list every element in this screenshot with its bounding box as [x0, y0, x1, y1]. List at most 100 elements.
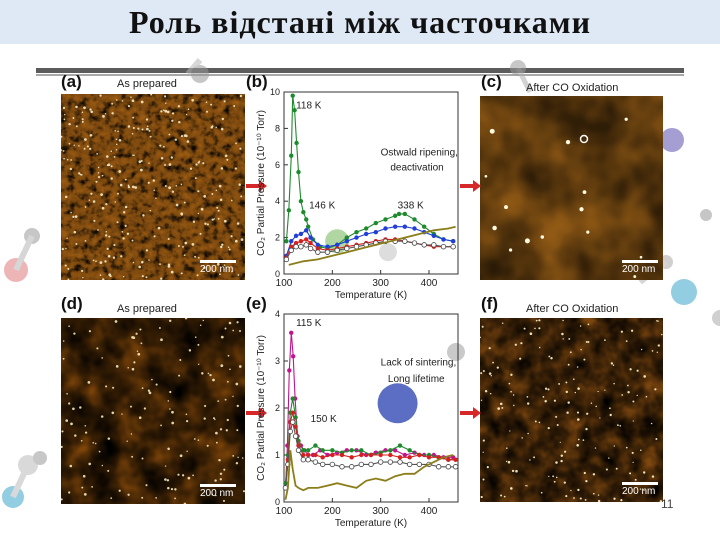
afm-particle [114, 320, 118, 323]
afm-particle [221, 117, 224, 121]
afm-particle [594, 447, 597, 449]
series-red-point [368, 452, 374, 458]
afm-particle [609, 407, 611, 410]
afm-particle [224, 327, 227, 330]
series-green-point [289, 153, 294, 158]
afm-particle [569, 351, 572, 354]
afm-particle [527, 432, 529, 435]
slide-title: Роль відстані між часточками [128, 4, 592, 40]
afm-particle [70, 422, 73, 426]
y-tick-label: 0 [275, 269, 280, 279]
afm-particle [61, 135, 63, 138]
afm-particle [615, 467, 618, 470]
afm-particle [98, 450, 101, 453]
afm-particle [79, 173, 82, 176]
afm-particle [217, 400, 220, 402]
series-white-point [303, 242, 309, 248]
afm-particle [225, 429, 228, 432]
afm-particle [544, 399, 547, 403]
afm-particle [72, 215, 75, 219]
afm-particle [82, 474, 86, 478]
afm-particle [223, 219, 227, 223]
afm-particle [547, 388, 550, 391]
afm-particle [579, 325, 582, 327]
afm-particle [115, 143, 118, 146]
afm-particle [538, 327, 541, 330]
afm-particle [61, 430, 64, 433]
series-green-point [397, 443, 403, 448]
afm-particle [590, 402, 593, 404]
afm-particle [630, 329, 634, 332]
afm-particle [609, 413, 612, 417]
afm-particle [124, 224, 127, 228]
afm-particle [164, 164, 166, 166]
afm-particle [228, 321, 232, 325]
afm-particle [165, 102, 167, 104]
afm-particle [523, 327, 526, 330]
afm-particle [218, 184, 222, 188]
afm-particle [149, 135, 152, 138]
series-green-point [349, 448, 354, 453]
afm-particle [145, 249, 149, 252]
afm-particle [538, 421, 541, 424]
afm-particle [217, 209, 220, 212]
afm-particle [230, 235, 233, 238]
afm-particle [540, 491, 543, 494]
panel-f-caption: After CO Oxidation [526, 303, 619, 315]
afm-particle [555, 415, 558, 418]
series-blue-point [298, 231, 304, 237]
afm-particle [216, 262, 220, 266]
afm-particle [160, 338, 163, 342]
series-red-point [330, 452, 335, 458]
afm-particle [196, 274, 199, 277]
afm-particle [484, 174, 488, 178]
afm-particle [217, 217, 220, 220]
afm-particle [235, 142, 237, 145]
afm-particle [84, 138, 87, 141]
series-blue-point [344, 239, 350, 244]
afm-particle [84, 431, 88, 434]
afm-particle [513, 404, 515, 407]
series-blue-point [373, 229, 379, 235]
afm-particle [145, 118, 149, 121]
afm-particle [197, 363, 200, 366]
afm-particle [66, 392, 68, 395]
afm-particle [105, 202, 108, 206]
series-red-point [293, 240, 299, 246]
afm-particle [631, 451, 634, 454]
afm-particle [553, 399, 556, 402]
afm-particle [629, 472, 632, 475]
afm-particle [579, 497, 582, 500]
afm-particle [632, 461, 634, 464]
afm-particle [94, 442, 97, 445]
panel-d-scale-bar [200, 484, 236, 487]
panel-c-caption: After CO Oxidation [526, 82, 619, 94]
y-tick-label: 4 [275, 309, 280, 319]
afm-particle [168, 319, 172, 323]
series-white-point [452, 464, 459, 470]
afm-particle [61, 247, 64, 251]
series-green-point [305, 224, 311, 229]
afm-particle [163, 109, 165, 112]
afm-particle [573, 497, 575, 499]
afm-particle [183, 134, 187, 137]
series-blue-point [441, 237, 446, 242]
afm-particle [639, 488, 642, 490]
afm-particle [80, 439, 83, 442]
afm-particle [656, 351, 658, 353]
afm-particle [506, 447, 508, 449]
afm-particle [68, 491, 71, 494]
afm-particle [126, 232, 130, 235]
afm-particle [565, 139, 571, 145]
series-green-line [285, 95, 454, 250]
series-red-point [320, 455, 325, 460]
panel-c-scale-label: 200 nm [622, 264, 656, 275]
afm-particle [510, 390, 512, 393]
afm-particle [210, 103, 213, 106]
afm-particle [132, 154, 134, 156]
series-magenta-point [392, 448, 398, 453]
afm-particle [168, 186, 171, 190]
panel-e-label: (e) [246, 294, 267, 313]
afm-particle [134, 186, 137, 189]
